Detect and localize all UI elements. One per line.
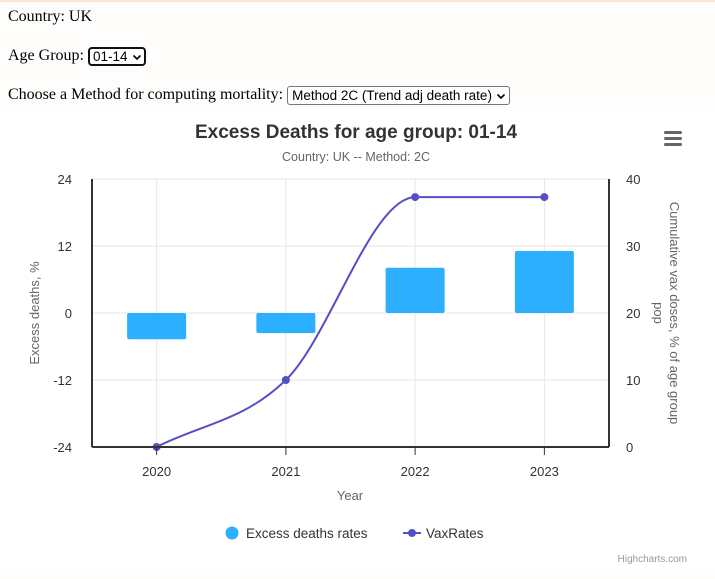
chart-title: Excess Deaths for age group: 01-14: [195, 122, 517, 143]
y-tick-label: -12: [53, 373, 72, 388]
chevron-down-icon: [132, 54, 141, 60]
x-axis-title: Year: [337, 488, 364, 503]
age-group-row: Age Group: 01-14: [8, 47, 146, 66]
legend: Excess deaths rates VaxRates: [225, 526, 484, 541]
legend-label: Excess deaths rates: [246, 526, 368, 541]
vaxrates-point-2021[interactable]: [281, 376, 290, 384]
y2-axis-title-line1: Cumulative vax doses, % of age group: [667, 202, 682, 425]
age-group-select[interactable]: 01-14: [87, 47, 146, 66]
excess-deaths-chart: Excess Deaths for age group: 01-14 Count…: [0, 110, 715, 574]
method-label: Choose a Method for computing mortality:: [8, 86, 284, 104]
y2-tick-label: 30: [626, 239, 640, 254]
vaxrates-point-2023[interactable]: [540, 193, 549, 202]
x-tick-label: 2020: [142, 464, 171, 479]
method-row: Choose a Method for computing mortality:…: [8, 86, 510, 105]
bar-excess-deaths-2020[interactable]: [127, 313, 187, 340]
y2-tick-label: 40: [626, 172, 640, 187]
age-group-value: 01-14: [92, 49, 128, 64]
y-tick-label: 24: [58, 172, 72, 187]
chevron-down-icon: [496, 93, 506, 99]
legend-item-excess-deaths[interactable]: Excess deaths rates: [225, 526, 368, 541]
y-tick-label: 0: [65, 306, 72, 321]
y2-axis-title-line2: pop: [651, 302, 666, 324]
y2-tick-label: 20: [626, 306, 640, 321]
y-tick-label: 12: [58, 239, 72, 254]
method-select[interactable]: Method 2C (Trend adj death rate): [287, 86, 510, 105]
bar-excess-deaths-2021[interactable]: [256, 313, 316, 334]
x-tick-label: 2023: [530, 464, 559, 479]
method-value: Method 2C (Trend adj death rate): [292, 88, 492, 103]
legend-line-marker: [408, 529, 416, 537]
highcharts-credits[interactable]: Highcharts.com: [618, 554, 687, 565]
legend-bar-symbol: [225, 526, 239, 540]
y2-tick-label: 10: [626, 373, 640, 388]
age-group-label: Age Group:: [8, 47, 84, 65]
page-top-border: [0, 0, 715, 2]
legend-item-vaxrates[interactable]: VaxRates: [403, 526, 484, 541]
y-tick-label: -24: [53, 440, 72, 455]
x-tick-label: 2021: [271, 464, 300, 479]
chart-subtitle: Country: UK -- Method: 2C: [282, 150, 430, 164]
legend-label: VaxRates: [426, 526, 484, 541]
vaxrates-point-2022[interactable]: [411, 193, 420, 202]
chart-container: Excess Deaths for age group: 01-14 Count…: [0, 110, 715, 574]
country-label: Country: UK: [8, 8, 92, 25]
bar-excess-deaths-2023[interactable]: [514, 251, 574, 313]
y-axis-title: Excess deaths, %: [27, 261, 42, 365]
y2-tick-label: 0: [626, 440, 633, 455]
hamburger-menu-icon[interactable]: [660, 128, 686, 150]
bar-excess-deaths-2022[interactable]: [385, 267, 445, 313]
x-tick-label: 2022: [401, 464, 430, 479]
chart-background: [0, 110, 715, 574]
vaxrates-line: [156, 196, 545, 448]
